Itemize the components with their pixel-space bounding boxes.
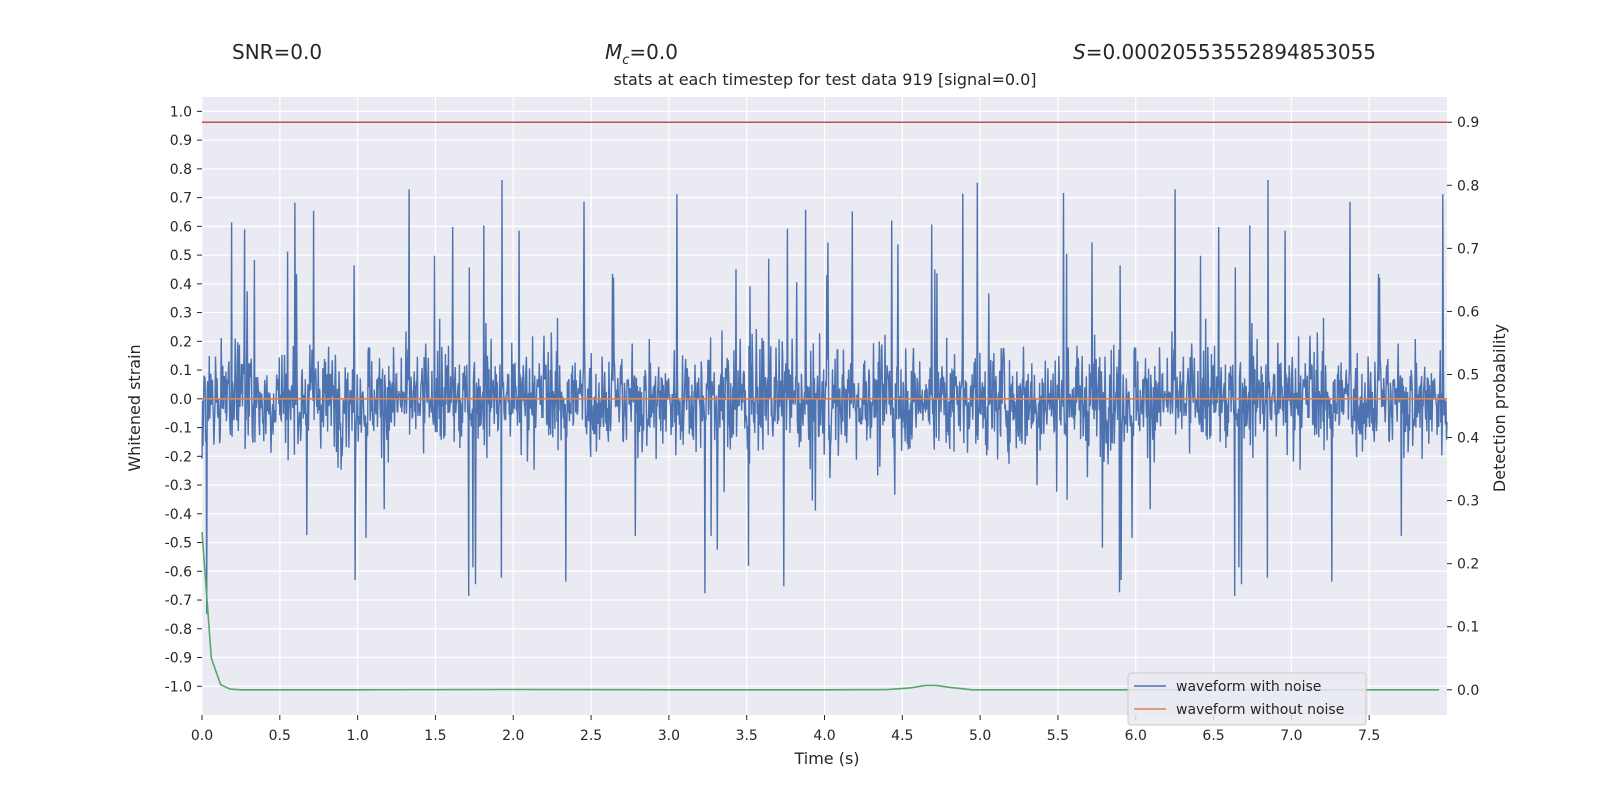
- y2-tick-label: 0.2: [1457, 557, 1479, 573]
- y-tick-label: -0.2: [165, 449, 192, 465]
- y-tick-label: 0.7: [170, 191, 192, 207]
- y-tick-label: 0.6: [170, 219, 192, 235]
- s-statistic-label: S=0.00020553552894853055: [1073, 40, 1377, 64]
- y-tick-label: 0.5: [170, 248, 192, 264]
- x-tick-label: 6.0: [1125, 728, 1147, 744]
- y2-axis-ticks: 0.9 0.8 0.7 0.6 0.5 0.4 0.3 0.2 0.1 0.0: [1447, 115, 1479, 699]
- y2-tick-label: 0.3: [1457, 494, 1479, 510]
- x-tick-label: 5.0: [969, 728, 991, 744]
- series-detection-probability: [201, 532, 1440, 691]
- y-tick-label: -1.0: [165, 679, 192, 695]
- y-tick-label: -0.6: [165, 564, 192, 580]
- x-tick-label: 0.5: [269, 728, 291, 744]
- y-tick-label: -0.7: [165, 593, 192, 609]
- y2-tick-label: 0.9: [1457, 115, 1479, 131]
- legend-box: [1127, 672, 1367, 726]
- x-tick-label: 5.5: [1047, 728, 1069, 744]
- y2-tick-label: 0.0: [1457, 683, 1479, 699]
- y-tick-label: -0.3: [165, 478, 192, 494]
- y2-tick-label: 0.7: [1457, 241, 1479, 257]
- y2-axis-label: Detection probability: [1490, 324, 1509, 492]
- x-tick-label: 4.0: [813, 728, 835, 744]
- y-tick-label: 0.1: [170, 363, 192, 379]
- y-tick-label: -0.4: [165, 507, 192, 523]
- y-tick-label: 0.4: [170, 277, 192, 293]
- x-tick-label: 2.0: [502, 728, 524, 744]
- y-tick-label: -0.5: [165, 536, 192, 552]
- y-tick-label: 0.9: [170, 133, 192, 149]
- x-tick-label: 3.0: [658, 728, 680, 744]
- chart-title: stats at each timestep for test data 919…: [613, 70, 1037, 89]
- x-tick-label: 7.0: [1280, 728, 1302, 744]
- legend: waveform with noise waveform without noi…: [1127, 672, 1367, 726]
- y-tick-label: 1.0: [170, 104, 192, 120]
- x-tick-label: 4.5: [891, 728, 913, 744]
- y2-tick-label: 0.4: [1457, 431, 1479, 447]
- x-tick-label: 1.5: [424, 728, 446, 744]
- legend-label-clean: waveform without noise: [1176, 702, 1344, 718]
- y2-tick-label: 0.1: [1457, 620, 1479, 636]
- y2-tick-label: 0.6: [1457, 304, 1479, 320]
- y-tick-label: -0.1: [165, 421, 192, 437]
- chirp-mass-label: Mc=0.0: [605, 40, 678, 68]
- y-tick-label: 0.2: [170, 334, 192, 350]
- y-tick-label: 0.8: [170, 162, 192, 178]
- series-waveform-with-noise: [201, 179, 1448, 614]
- x-tick-label: 7.5: [1358, 728, 1380, 744]
- x-axis-ticks: 0.0 0.5 1.0 1.5 2.0 2.5 3.0 3.5 4.0 4.5 5.0 5.5 6.0 6…: [191, 715, 1380, 744]
- x-tick-label: 3.5: [736, 728, 758, 744]
- x-tick-label: 2.5: [580, 728, 602, 744]
- x-tick-label: 1.0: [346, 728, 368, 744]
- x-tick-label: 6.5: [1202, 728, 1224, 744]
- y-tick-label: 0.0: [170, 392, 192, 408]
- y-tick-label: 0.3: [170, 306, 192, 322]
- legend-label-noise: waveform with noise: [1176, 679, 1321, 695]
- y-axis-ticks: 1.0 0.9 0.8 0.7 0.6 0.5 0.4 0.3 0.2 0.1 0.0 -0.1 -0.…: [165, 104, 202, 695]
- y-axis-label: Whitened strain: [125, 344, 144, 471]
- y2-tick-label: 0.8: [1457, 178, 1479, 194]
- y-tick-label: -0.8: [165, 622, 192, 638]
- x-axis-label: Time (s): [793, 749, 859, 768]
- x-tick-label: 0.0: [191, 728, 213, 744]
- y-tick-label: -0.9: [165, 651, 192, 667]
- snr-label: SNR=0.0: [232, 40, 323, 64]
- y2-tick-label: 0.5: [1457, 367, 1479, 383]
